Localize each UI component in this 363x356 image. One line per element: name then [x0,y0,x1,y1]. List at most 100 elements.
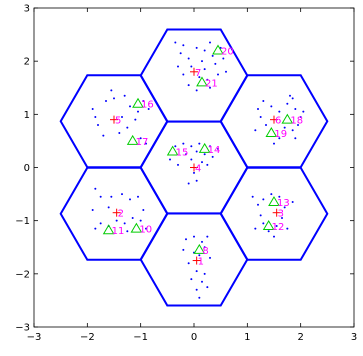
user-label: 17 [136,137,149,148]
user-point [147,108,150,111]
user-point [174,41,177,44]
user-point [139,137,142,140]
labeled-user-15: 15 [166,145,189,159]
user-point [123,94,126,97]
user-point [281,217,283,220]
user-point [142,209,145,212]
user-point [91,209,94,212]
labeled-user-19: 19 [265,126,287,140]
user-point [278,110,281,113]
user-triangle-marker [265,126,278,137]
user-point [286,227,289,230]
user-point [273,235,275,238]
labeled-user-17: 17 [126,134,149,148]
user-point [129,198,131,201]
user-label: 13 [277,198,290,209]
labeled-user-18: 18 [281,113,303,127]
user-triangle-marker [212,44,224,55]
user-point [131,217,134,220]
user-point [126,230,129,233]
user-point [123,222,126,225]
user-point [174,145,177,148]
user-point [142,100,145,103]
labeled-user-20: 20 [212,44,234,58]
base-station-label: 5 [115,116,121,127]
user-label: 19 [274,129,287,140]
user-point [203,246,206,249]
x-tick-label: −2 [80,332,95,343]
user-point [91,108,94,111]
user-point [145,142,147,145]
user-point [139,219,142,222]
user-point [187,57,190,60]
user-point [187,84,190,87]
user-point [190,145,193,148]
labeled-user-12: 12 [262,219,284,233]
user-point [137,110,139,113]
labeled-user-14: 14 [198,142,221,156]
user-triangle-marker [262,219,275,230]
user-point [297,123,299,126]
x-tick-label: 3 [351,332,357,343]
user-triangle-marker [132,97,144,108]
user-point [99,222,102,225]
user-point [294,108,297,111]
user-point [206,235,209,238]
user-point [94,187,97,190]
y-tick-label: −1 [15,216,30,227]
user-point [182,44,185,47]
base-station-1: 1 [192,256,204,268]
base-station-7: 7 [190,67,201,79]
user-label: 21 [205,78,218,89]
base-station-2: 2 [112,208,124,220]
y-tick-label: 1 [24,110,30,121]
user-point [259,115,262,118]
user-label: 11 [112,226,125,237]
user-triangle-marker [281,113,294,124]
y-tick-label: −3 [15,323,30,334]
user-label: 8 [202,246,208,257]
x-tick-label: −3 [27,332,42,343]
x-tick-label: 2 [297,332,303,343]
hexagon-cell-3 [139,212,249,307]
user-point [209,145,211,148]
user-point [206,286,209,289]
user-triangle-marker [130,222,143,233]
user-point [203,49,206,52]
user-point [209,86,211,89]
user-label: 15 [176,148,189,159]
user-point [121,193,123,196]
base-station-3: 3 [272,208,284,220]
user-point [193,235,195,238]
user-point [201,161,203,164]
user-point [182,142,185,145]
user-points [91,41,305,299]
user-point [262,100,265,103]
user-point [115,219,118,222]
y-tick-label: 0 [24,163,30,174]
hexagon-cell-5 [219,166,329,261]
base-station-label: 4 [195,164,201,175]
user-point [110,195,113,198]
base-station-label: 2 [118,209,124,220]
base-station-label: 3 [278,209,284,220]
user-point [182,248,185,251]
user-label: 14 [208,145,221,156]
user-point [169,158,171,161]
user-triangle-marker [196,76,208,87]
x-tick-label: −1 [133,332,148,343]
user-point [190,278,193,281]
base-station-5: 5 [110,115,121,127]
user-point [201,60,203,63]
x-tick-label: 0 [191,332,197,343]
user-point [206,163,209,166]
user-point [201,280,203,283]
user-triangle-marker [268,196,280,207]
user-point [126,126,129,129]
user-point [97,123,99,126]
user-point [222,57,225,60]
user-point [262,198,265,201]
base-stations: 12 345 67 [110,67,284,268]
